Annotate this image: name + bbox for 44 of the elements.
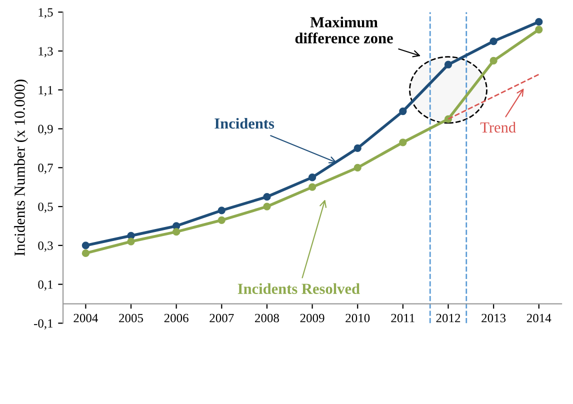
point	[82, 249, 90, 258]
x-tick-label: 2012	[436, 314, 460, 322]
x-tick-label: 2009	[300, 314, 324, 322]
annotation: Maximum difference zone	[295, 16, 393, 44]
x-tick-label: 2004	[74, 314, 98, 322]
y-tick-label: 1,5	[38, 8, 53, 18]
x-tick-label: 2014	[526, 314, 552, 322]
point	[354, 164, 362, 172]
x-tick-label: 2013	[482, 314, 506, 322]
x-tick-label: 2007	[210, 314, 234, 322]
y-tick-label: 0,7	[38, 164, 53, 174]
point	[172, 228, 180, 236]
point	[127, 238, 135, 246]
x-tick-label: 2005	[119, 314, 144, 322]
x-tick-label: 2008	[255, 314, 279, 322]
y-tick-label: 1,1	[38, 86, 53, 96]
point	[308, 183, 316, 191]
point	[399, 138, 407, 146]
point	[399, 107, 407, 116]
y-tick-label: 0,5	[38, 202, 53, 213]
point	[535, 18, 543, 26]
point	[82, 242, 90, 250]
y-tick-label: 0,3	[38, 241, 53, 252]
x-tick-label: 2006	[164, 314, 188, 322]
point	[263, 193, 271, 201]
point	[490, 37, 498, 46]
x-tick-label: 2011	[391, 314, 414, 322]
y-tick-label: 0,9	[38, 124, 53, 136]
point	[444, 60, 452, 68]
y-axis-title: Incidents Number (x 10.000)	[14, 80, 28, 256]
x-tick-label: 2010	[346, 314, 370, 322]
point	[218, 206, 226, 214]
point	[263, 202, 271, 210]
point	[354, 144, 362, 152]
point	[308, 174, 316, 182]
y-tick-label: 0,1	[38, 280, 53, 291]
text: Incidents	[214, 118, 274, 129]
y-tick-label: 1,3	[38, 47, 53, 58]
point	[218, 216, 226, 224]
point	[490, 56, 498, 65]
legend-label: Trend	[480, 122, 516, 133]
text: Incidents Resolved	[238, 283, 360, 294]
point	[535, 26, 543, 34]
y-tick-label: -0,1	[34, 319, 53, 330]
